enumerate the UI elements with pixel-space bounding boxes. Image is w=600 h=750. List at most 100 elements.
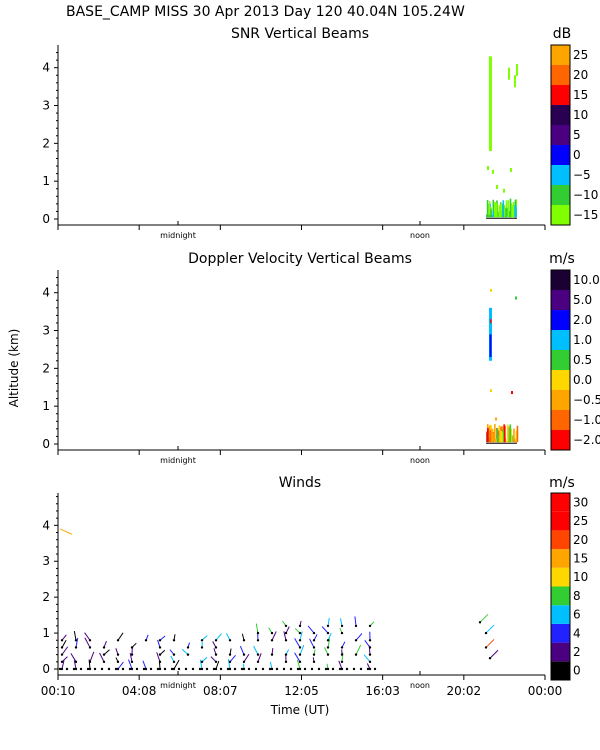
wind-point [60,667,64,671]
wind-point [72,667,76,671]
wind-point [200,660,204,664]
doppler-unit: m/s [549,251,575,267]
data-cell [491,429,493,443]
wind-point [270,667,274,671]
wind-barb [354,616,357,626]
y-tick-label: 4 [42,286,50,300]
wind-point [228,667,232,671]
wind-point [60,646,64,649]
wind-barb [339,618,343,626]
wind-point [256,660,260,664]
colorbar-tick-label: 15 [573,551,588,565]
colorbar-frame [550,269,571,451]
wind-point [312,660,316,664]
wind-barb [61,656,68,663]
noon-label: noon [410,456,430,465]
wind-point [256,639,260,642]
data-cell [487,166,489,171]
wind-point [158,639,162,642]
wind-point [121,667,125,671]
wind-point [368,646,372,649]
wind-point [256,653,260,656]
wind-point [242,660,246,664]
colorbar-segment [551,410,570,430]
colorbar-segment [551,430,570,450]
wind-point [368,660,372,664]
y-tick-label: 2 [42,361,50,375]
wind-point [340,646,344,649]
data-cell [488,214,491,218]
wind-point [303,667,307,671]
data-cell [508,67,510,80]
wind-barb [269,661,273,670]
wind-point [326,631,330,635]
wind-point [317,667,321,671]
data-cell [489,430,492,443]
colorbar-tick-label: −2.0 [573,433,600,447]
doppler-panel: Doppler Velocity Vertical Beams m/s 0 1 2 3… [42,251,600,465]
wind-point [88,639,92,642]
wind-barb [89,651,95,662]
data-cell [490,288,492,292]
colorbar-tick-label: 5.0 [573,293,592,307]
wind-point [298,660,302,664]
colorbar-frame [550,492,571,681]
wind-point [172,667,176,671]
wind-point [149,667,153,671]
colorbar-tick-label: −15 [573,208,598,222]
colorbar-segment [551,549,570,568]
wind-point [284,639,288,642]
wind-point [247,667,251,671]
colorbar-tick-label: −5 [573,168,591,182]
wind-point [228,660,232,664]
wind-barb [355,644,362,655]
wind-point [158,660,162,664]
noon-label: noon [410,681,430,690]
wind-point [331,667,335,671]
y-tick-label: 0 [42,212,50,226]
colorbar-segment [551,330,570,350]
wind-point [352,667,356,671]
winds-unit: m/s [549,475,575,491]
colorbar-segment [551,642,570,662]
x-tick-label: 08:07 [203,684,238,698]
winds-title: Winds [279,475,321,491]
wind-point [214,646,218,649]
wind-point [184,667,188,671]
x-tick-label: 20:02 [447,684,482,698]
colorbar-tick-label: 20 [573,533,588,547]
winds-axes: 0 1 2 3 4 midnight noon 00:10 04:08 08:07 12:05 16:… [41,493,562,698]
data-cell [511,391,513,395]
wind-point [233,667,237,671]
x-tick-label: 16:03 [365,684,400,698]
wind-point [88,646,92,649]
wind-point [163,667,167,671]
wind-point [270,653,274,656]
data-cell [514,75,516,88]
wind-barb [327,617,330,626]
wind-barb [103,649,110,656]
wind-point [116,667,120,671]
data-cell [503,188,505,193]
wind-point [219,667,223,671]
wind-barb [73,631,77,641]
wind-point [368,653,372,656]
wind-point [212,667,216,671]
wind-barb [181,648,189,656]
data-cell [490,208,492,218]
data-cell [502,200,505,218]
colorbar-segment [551,530,570,550]
wind-barb [296,659,301,670]
y-tick-label: 1 [42,399,50,413]
wind-point [79,667,83,671]
data-cell [502,429,505,443]
colorbar-segment [551,165,570,185]
data-cell [511,205,513,218]
data-cell [496,184,498,189]
wind-point [228,653,232,656]
wind-point [186,646,190,649]
wind-barb [309,638,315,648]
data-cell [495,203,498,218]
y-tick-label: 0 [42,662,50,676]
wind-barb [479,613,489,623]
